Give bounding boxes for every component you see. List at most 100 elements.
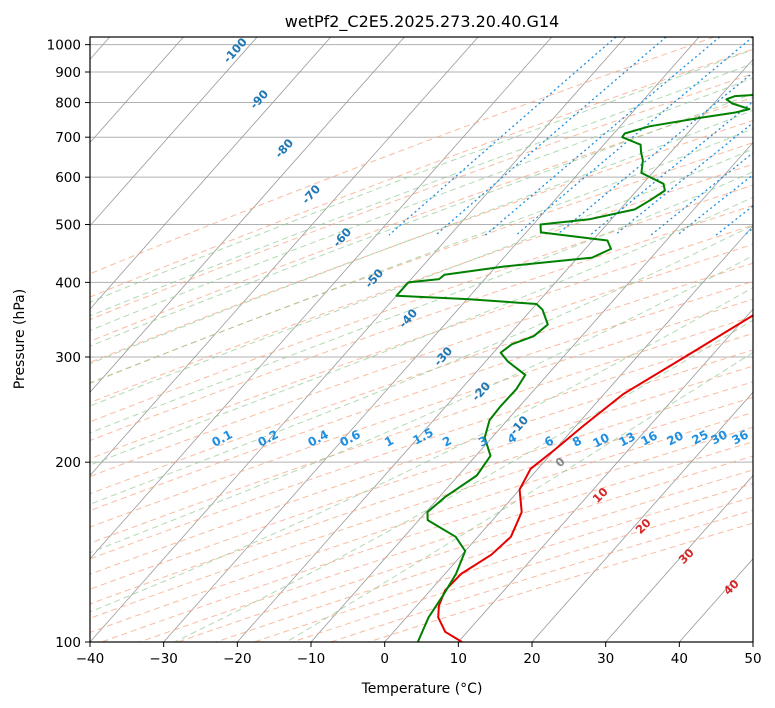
y-axis-label: Pressure (hPa) bbox=[12, 289, 28, 389]
wetbulb-label: 10 bbox=[590, 485, 611, 506]
isotherm-line bbox=[458, 308, 753, 642]
dry-adiabat-line bbox=[90, 37, 715, 275]
mixing-ratio-label: 1 bbox=[382, 433, 396, 449]
isotherm-line bbox=[531, 391, 753, 642]
wetbulb-label: 0 bbox=[552, 454, 568, 470]
dry-adiabat-line bbox=[90, 119, 753, 363]
mixing-ratio-line bbox=[744, 227, 753, 236]
isotherm-label: -20 bbox=[469, 379, 493, 404]
y-tick-label: 200 bbox=[55, 455, 81, 471]
moist-adiabat-line bbox=[90, 128, 753, 384]
dry-adiabat-line bbox=[90, 73, 753, 321]
dry-adiabat-line bbox=[90, 163, 753, 404]
isotherm-label: -70 bbox=[299, 182, 323, 207]
x-tick-label: 0 bbox=[380, 651, 389, 667]
mixing-ratio-label: 36 bbox=[729, 427, 750, 447]
dry-adiabat-line bbox=[90, 381, 753, 605]
isotherm-line bbox=[90, 37, 332, 310]
dry-adiabat-line bbox=[90, 396, 753, 619]
dry-adiabat-line bbox=[90, 224, 753, 460]
mixing-ratio-line bbox=[515, 37, 753, 236]
mixing-ratio-label: 10 bbox=[590, 430, 611, 450]
mixing-ratio-line bbox=[676, 173, 753, 236]
y-tick-label: 700 bbox=[55, 130, 81, 146]
dewpoint-line bbox=[395, 94, 753, 642]
y-tick-label: 600 bbox=[55, 170, 81, 186]
plot-frame bbox=[89, 36, 754, 643]
isotherm-line bbox=[605, 474, 753, 642]
mixing-ratio-line bbox=[589, 100, 753, 236]
chart-title: wetPf2_C2E5.2025.273.20.40.G14 bbox=[285, 12, 559, 32]
isotherm-line bbox=[384, 225, 753, 642]
moist-adiabat-line bbox=[90, 196, 753, 466]
moist-adiabat-line bbox=[90, 171, 753, 434]
mixing-ratio-line bbox=[556, 71, 753, 236]
isotherm-line bbox=[90, 37, 479, 477]
wetbulb-label: 40 bbox=[721, 577, 742, 598]
isotherm-line bbox=[752, 641, 753, 642]
isotherm-line bbox=[163, 37, 700, 642]
y-tick-label: 500 bbox=[55, 217, 81, 233]
y-tick-label: 400 bbox=[55, 275, 81, 291]
isotherm-line bbox=[90, 37, 184, 144]
x-tick-label: 10 bbox=[450, 651, 467, 667]
isotherm-label: -40 bbox=[396, 306, 420, 331]
moist-adiabat-line bbox=[90, 48, 753, 303]
moist-adiabat-line bbox=[90, 148, 753, 407]
y-tick-label: 1000 bbox=[47, 38, 81, 54]
moist-adiabat-line bbox=[90, 109, 753, 365]
mixing-ratio-label: 20 bbox=[664, 428, 685, 448]
y-tick-label: 900 bbox=[55, 65, 81, 81]
axes: −40 −30 −20 −10 0 10 20 30 40 5010020030040050060… bbox=[47, 38, 762, 667]
mixing-ratio-line bbox=[767, 37, 775, 235]
mixing-ratio-line bbox=[485, 37, 721, 236]
isotherm-label: -30 bbox=[431, 344, 455, 369]
dry-adiabat-line bbox=[90, 204, 753, 442]
mixing-ratio-line bbox=[435, 37, 667, 236]
mixing-ratio-line bbox=[650, 152, 753, 236]
y-tick-label: 300 bbox=[55, 350, 81, 366]
moist-adiabat-line bbox=[90, 77, 753, 332]
wetbulb-label: 30 bbox=[676, 546, 697, 567]
x-tick-label: −10 bbox=[297, 651, 326, 667]
mixing-ratio-label: 13 bbox=[616, 429, 637, 449]
background-lines bbox=[90, 37, 775, 642]
isotherm-line bbox=[90, 37, 553, 560]
dry-adiabat-line bbox=[90, 280, 753, 512]
inline-labels: -100-90-80-70-60-50-40-30-20-100.1 0.2 0.4… bbox=[209, 35, 750, 598]
dry-adiabat-line bbox=[90, 184, 753, 423]
temperature-line bbox=[437, 314, 753, 642]
y-tick-label: 800 bbox=[55, 96, 81, 112]
x-tick-label: −20 bbox=[223, 651, 252, 667]
mixing-ratio-label: 2 bbox=[440, 433, 454, 449]
dry-adiabat-line bbox=[90, 365, 753, 590]
mixing-ratio-label: 25 bbox=[689, 427, 710, 447]
isotherm-line bbox=[90, 37, 405, 393]
dry-adiabat-line bbox=[90, 243, 753, 478]
y-tick-label: 100 bbox=[55, 635, 81, 651]
mixing-ratio-label: 30 bbox=[708, 427, 729, 447]
isotherm-label: -50 bbox=[362, 266, 386, 291]
isotherm-line bbox=[90, 37, 626, 642]
isotherm-line bbox=[679, 558, 753, 642]
plot-area: -100-90-80-70-60-50-40-30-20-100.1 0.2 0.4… bbox=[90, 35, 775, 642]
x-tick-label: 30 bbox=[597, 651, 614, 667]
x-axis-label: Temperature (°C) bbox=[361, 681, 483, 697]
moist-adiabat-line bbox=[90, 255, 753, 554]
dry-adiabat-line bbox=[90, 48, 753, 298]
moist-adiabat-line bbox=[90, 62, 753, 317]
dry-adiabat-line bbox=[90, 315, 753, 544]
isotherm-label: -80 bbox=[272, 136, 296, 161]
moist-adiabat-line bbox=[90, 286, 753, 613]
dry-adiabat-line bbox=[90, 142, 753, 384]
x-tick-label: 40 bbox=[671, 651, 688, 667]
x-tick-label: −40 bbox=[76, 651, 105, 667]
dry-adiabat-line bbox=[90, 298, 753, 528]
mixing-ratio-line bbox=[388, 37, 617, 236]
moist-adiabat-line bbox=[90, 92, 753, 347]
series-layer bbox=[395, 94, 753, 642]
mixing-ratio-label: 1.5 bbox=[410, 425, 435, 447]
dry-adiabat-line bbox=[90, 262, 753, 495]
